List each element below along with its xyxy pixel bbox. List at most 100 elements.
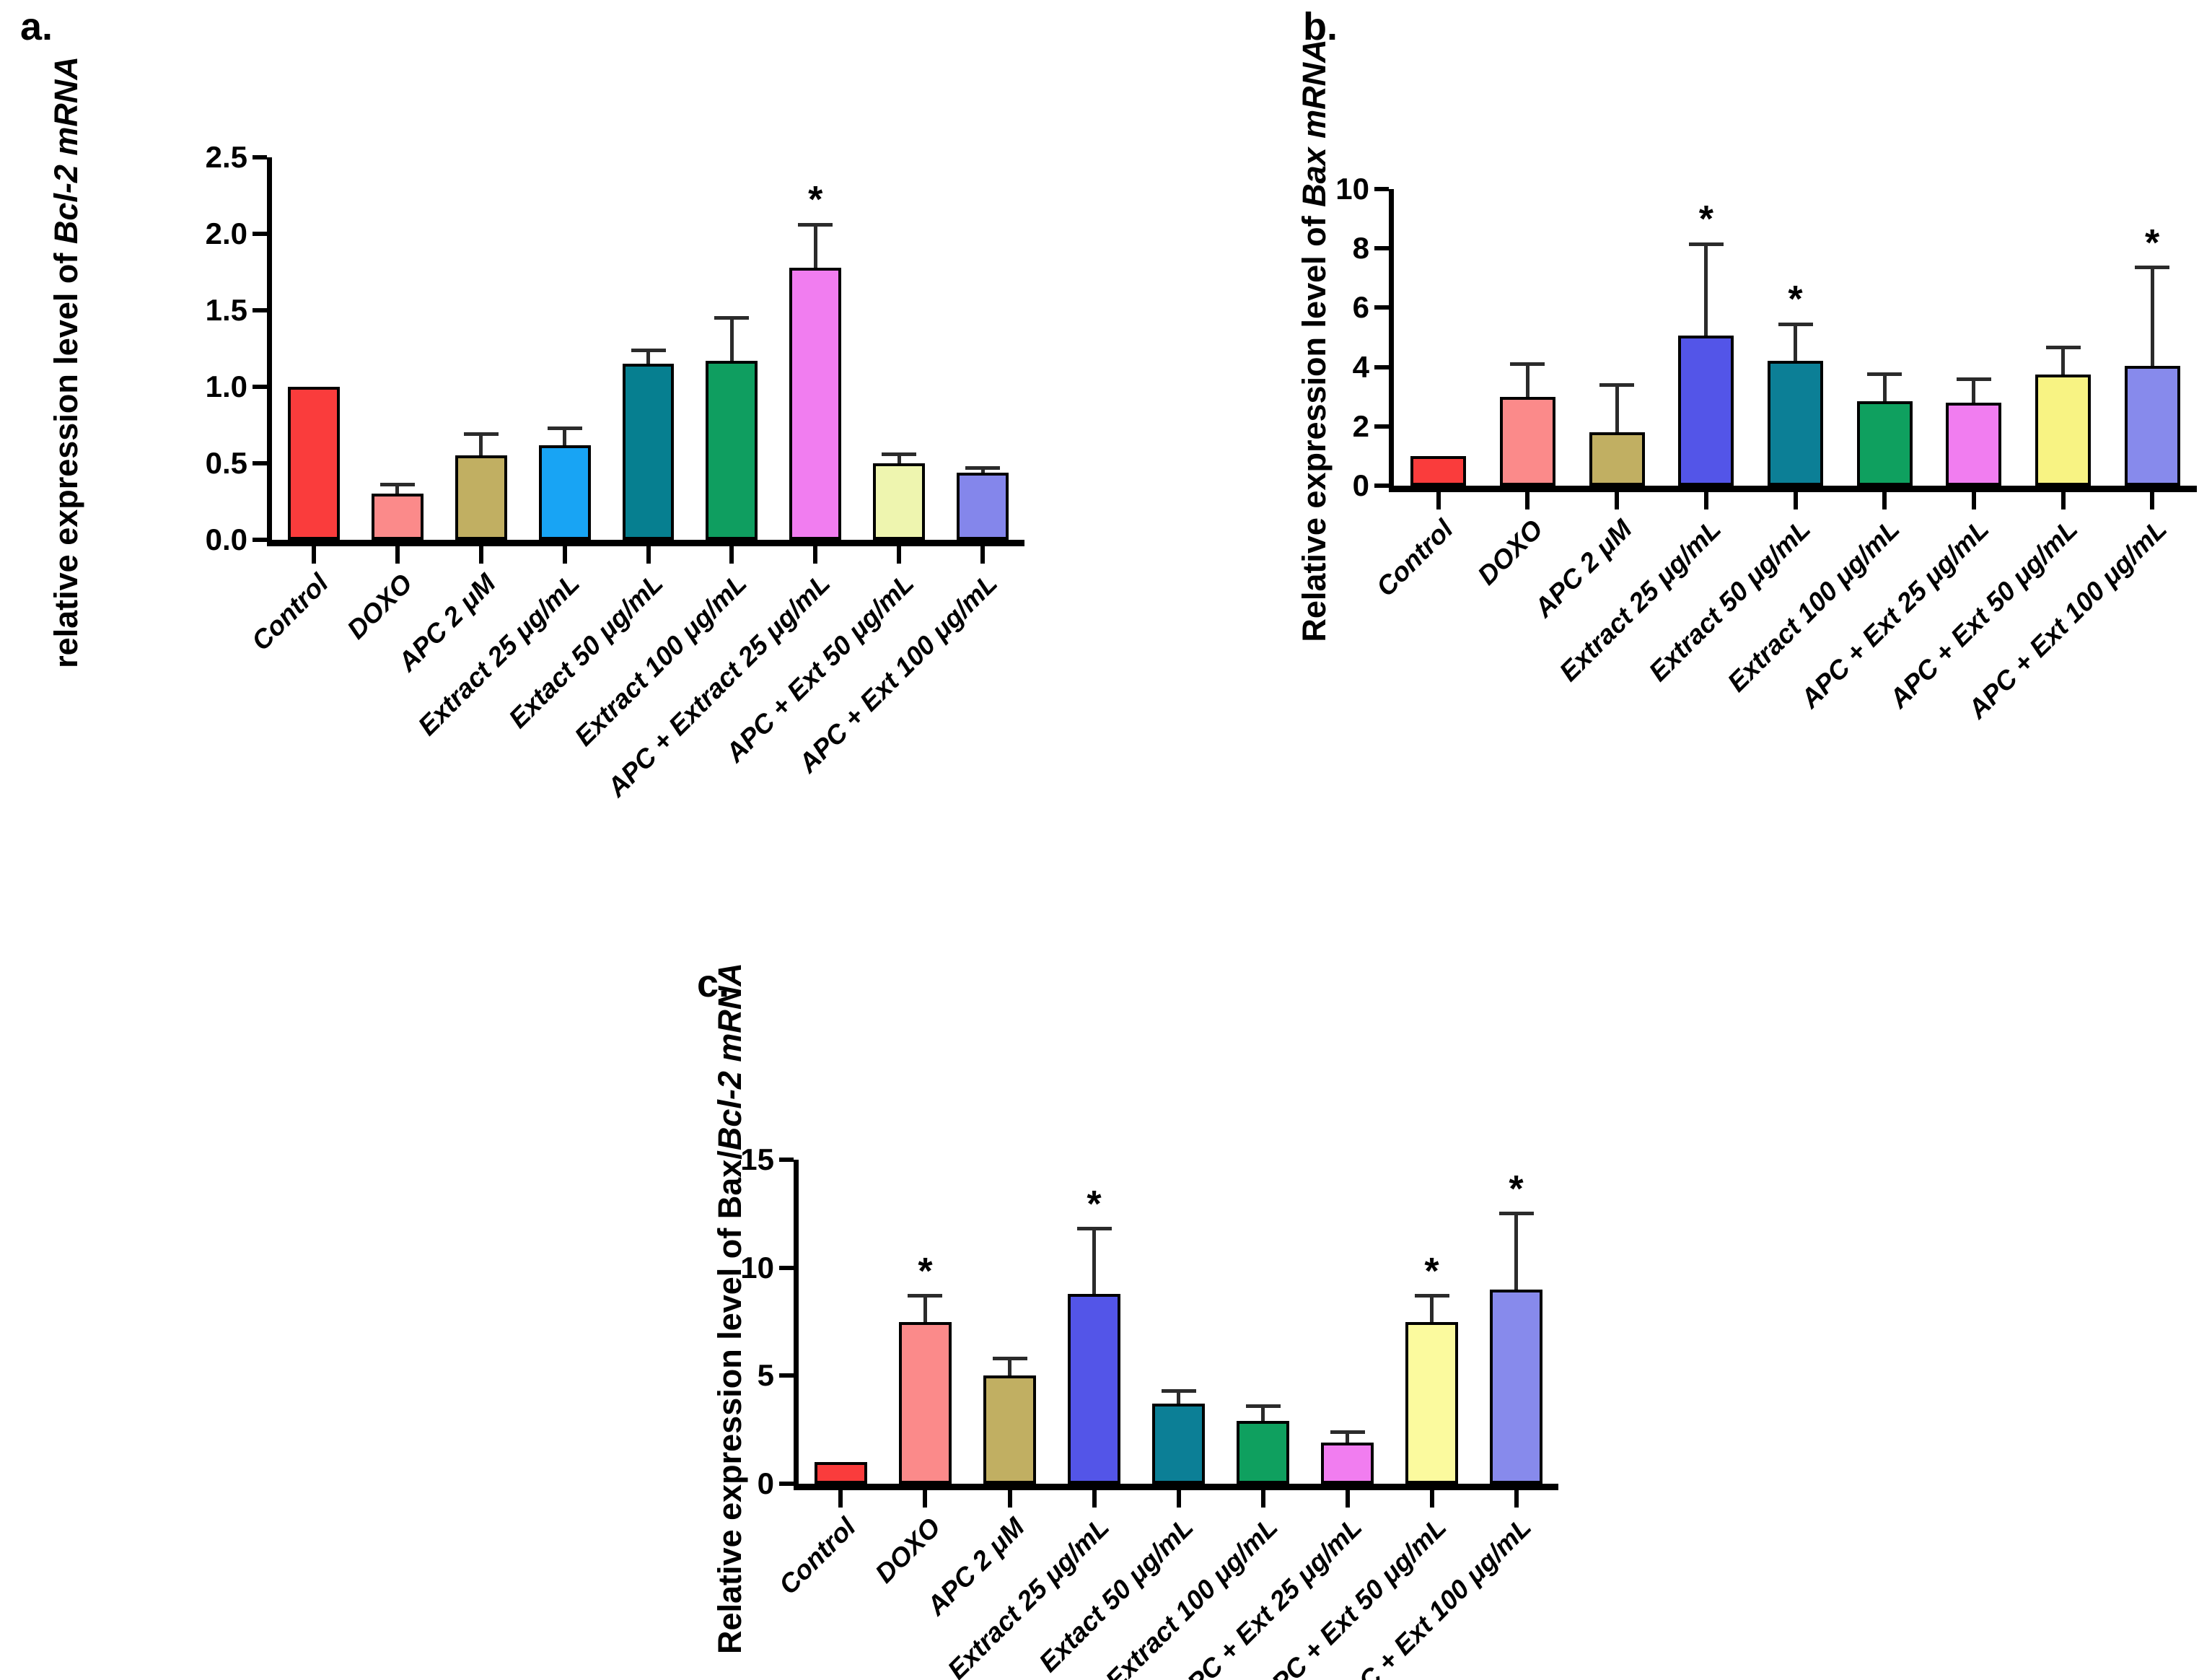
x-category-label-text: DOXO bbox=[869, 1512, 946, 1589]
error-bar-stem bbox=[1261, 1406, 1265, 1422]
error-bar-stem bbox=[923, 1295, 927, 1322]
error-bar-cap bbox=[992, 1356, 1027, 1360]
y-tick-label: 0 bbox=[1352, 468, 1369, 502]
x-tick-mark bbox=[1429, 1490, 1434, 1508]
x-category-label-text: Extact 50 μg/mL bbox=[503, 568, 669, 734]
x-tick-mark bbox=[1703, 492, 1708, 509]
error-bar-cap bbox=[1161, 1388, 1196, 1393]
x-tick-mark bbox=[980, 546, 986, 564]
x-category-label-text: Extact 50 μg/mL bbox=[1033, 1512, 1199, 1678]
x-category-label-text: Extract 100 μg/mL bbox=[1721, 514, 1905, 698]
error-bar-stem bbox=[2061, 347, 2065, 375]
x-tick-mark bbox=[1971, 492, 1976, 509]
bar bbox=[288, 387, 340, 540]
error-bar-cap bbox=[1867, 372, 1902, 377]
y-tick-label: 15 bbox=[740, 1142, 774, 1176]
bar bbox=[1152, 1404, 1205, 1484]
bar bbox=[789, 267, 842, 540]
x-tick-mark bbox=[1436, 492, 1441, 509]
x-category-label-text: DOXO bbox=[341, 568, 418, 645]
error-bar-cap bbox=[965, 465, 1001, 470]
significance-asterisk: * bbox=[1788, 279, 1803, 321]
error-bar-stem bbox=[980, 468, 985, 473]
y-tick-mark bbox=[1374, 424, 1389, 429]
x-tick-mark bbox=[1615, 492, 1620, 509]
bar bbox=[2035, 374, 2091, 486]
bar bbox=[983, 1375, 1036, 1484]
error-bar-cap bbox=[1245, 1404, 1281, 1408]
x-tick-mark bbox=[1882, 492, 1887, 509]
panel-c-plot-area: 0 5 10 15 Control * DOXO APC 2 μM * Extract 25 μg… bbox=[740, 1145, 1558, 1680]
significance-asterisk: * bbox=[2145, 222, 2160, 264]
error-bar-stem bbox=[813, 224, 817, 268]
error-bar-stem bbox=[1882, 374, 1887, 401]
error-bar-cap bbox=[547, 426, 582, 430]
error-bar-stem bbox=[1794, 324, 1797, 362]
error-bar-stem bbox=[1430, 1295, 1434, 1322]
bar bbox=[1856, 401, 1913, 486]
panel-a-y-axis-title: relative expression level of Bcl-2 mRNA bbox=[48, 45, 85, 680]
error-bar-cap bbox=[631, 348, 666, 352]
error-bar-stem bbox=[2150, 267, 2154, 366]
x-tick-mark bbox=[395, 546, 400, 564]
bar bbox=[1946, 402, 2002, 486]
error-bar-cap bbox=[1510, 362, 1545, 366]
bar bbox=[1500, 396, 1555, 486]
bar bbox=[957, 472, 1009, 540]
significance-asterisk: * bbox=[1698, 198, 1713, 241]
panel-a-plot-area: 0.0 0.5 1.0 1.5 2.0 2.5 Control DOXO APC 2 μM Ext… bbox=[206, 142, 1024, 802]
error-bar-stem bbox=[1972, 379, 1976, 403]
y-axis-title-text: Relative expression level of bbox=[1296, 206, 1333, 642]
significance-asterisk: * bbox=[918, 1250, 933, 1292]
y-tick-label: 2.5 bbox=[205, 140, 247, 174]
y-axis-title-gene: Bax mRNA bbox=[1296, 39, 1333, 207]
y-tick-label: 1.0 bbox=[205, 369, 247, 403]
y-tick-mark bbox=[1374, 246, 1389, 251]
x-category-label-text: Extract 25 μg/mL bbox=[412, 568, 585, 741]
error-bar-cap bbox=[1688, 242, 1724, 246]
y-tick-label: 8 bbox=[1352, 231, 1369, 266]
error-bar-cap bbox=[714, 316, 750, 320]
bar bbox=[873, 463, 926, 540]
error-bar-cap bbox=[2135, 266, 2170, 270]
error-bar-cap bbox=[1330, 1430, 1365, 1434]
x-tick-mark bbox=[1345, 1490, 1350, 1508]
panel-a-label: a. bbox=[20, 5, 53, 48]
bar bbox=[1768, 361, 1823, 486]
error-bar-stem bbox=[897, 454, 901, 463]
x-tick-mark bbox=[1514, 1490, 1519, 1508]
error-bar-stem bbox=[479, 434, 483, 456]
x-tick-mark bbox=[1793, 492, 1798, 509]
x-tick-mark bbox=[1092, 1490, 1097, 1508]
bar bbox=[1068, 1293, 1120, 1484]
x-tick-mark bbox=[311, 546, 316, 564]
x-tick-mark bbox=[729, 546, 734, 564]
bar bbox=[1410, 455, 1467, 486]
x-tick-mark bbox=[1260, 1490, 1265, 1508]
bar bbox=[1589, 432, 1645, 486]
error-bar-stem bbox=[1514, 1213, 1518, 1290]
x-tick-mark bbox=[562, 546, 567, 564]
y-tick-mark bbox=[253, 232, 267, 236]
y-tick-mark bbox=[779, 1373, 794, 1378]
x-category-label-text: Control bbox=[246, 568, 335, 657]
y-tick-mark bbox=[253, 461, 267, 465]
y-axis-title-text: Relative expression level of Bax/ bbox=[711, 1150, 748, 1654]
bar bbox=[899, 1321, 952, 1484]
bar bbox=[2124, 365, 2180, 486]
error-bar-cap bbox=[908, 1294, 943, 1298]
y-tick-mark bbox=[1374, 364, 1389, 369]
x-tick-mark bbox=[2150, 492, 2155, 509]
x-tick-mark bbox=[923, 1490, 928, 1508]
x-tick-mark bbox=[646, 546, 651, 564]
y-tick-mark bbox=[1374, 305, 1389, 310]
y-tick-label: 0.0 bbox=[205, 522, 247, 556]
x-tick-mark bbox=[2060, 492, 2066, 509]
y-tick-label: 2.0 bbox=[205, 216, 247, 250]
error-bar-cap bbox=[1599, 382, 1635, 387]
bar bbox=[815, 1462, 867, 1484]
error-bar-stem bbox=[395, 484, 400, 494]
error-bar-cap bbox=[463, 432, 499, 437]
significance-asterisk: * bbox=[808, 179, 823, 222]
